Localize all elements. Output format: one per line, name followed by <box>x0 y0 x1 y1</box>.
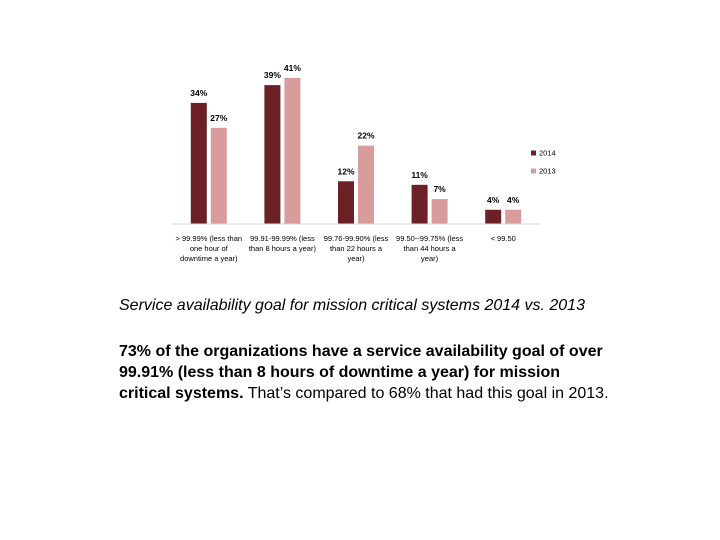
value-label-2013-0: 27% <box>210 113 227 123</box>
legend-swatch-2014 <box>531 150 536 156</box>
summary-paragraph: 73% of the organizations have a service … <box>119 341 609 404</box>
bar-2013-3 <box>431 199 448 224</box>
category-label-1-line-0: 99.91-99.99% (less <box>250 234 315 243</box>
category-label-3-line-0: 99.50--99.75% (less <box>396 234 463 243</box>
category-label-1-line-1: than 8 hours a year) <box>249 244 317 253</box>
value-label-2014-1: 39% <box>264 70 281 80</box>
category-label-2-line-2: year) <box>347 254 365 263</box>
bar-2014-0 <box>190 102 207 224</box>
bar-2014-4 <box>485 209 502 224</box>
bar-2013-2 <box>358 145 374 224</box>
value-label-2014-3: 11% <box>411 170 428 180</box>
value-labels-group: 34% 27% 39%41% 12% 22% 11% 7% 4% 4% <box>190 63 519 205</box>
value-label-2014-2: 12% <box>337 166 354 176</box>
chart-caption: Service availability goal for mission cr… <box>119 297 585 314</box>
value-label-2013-4: 4% <box>507 195 520 205</box>
value-label-2014-4: 4% <box>487 195 500 205</box>
summary-normal-text: That’s compared to 68% that had this goa… <box>243 385 609 402</box>
bar-2014-2 <box>338 181 354 224</box>
legend: 2014 2013 <box>531 149 556 176</box>
bar-2013-0 <box>210 127 227 224</box>
category-label-2-line-0: 99.76-99.90% (less <box>324 234 389 243</box>
bar-2014-3 <box>411 184 428 224</box>
category-label-0-line-1: one hour of <box>190 244 229 253</box>
category-label-3-line-1: than 44 hours a <box>404 244 457 253</box>
category-label-2-line-1: than 22 hours a <box>330 244 383 253</box>
bar-2014-1 <box>264 85 281 224</box>
bar-2013-4 <box>505 209 522 224</box>
category-label-0-line-0: > 99.99% (less than <box>176 234 243 243</box>
value-label-2014-0: 34% <box>190 88 207 98</box>
bar-chart: 34% 27% 39%41% 12% 22% 11% 7% 4% 4% > 99.99% (le… <box>172 63 556 263</box>
value-label-2013-1: 41% <box>284 63 301 73</box>
legend-swatch-2013 <box>531 168 536 174</box>
legend-label-2013: 2013 <box>539 167 556 176</box>
summary-bold-text: 73% of the organizations have a service … <box>119 343 603 402</box>
bars-group <box>190 78 522 224</box>
value-label-2013-2: 22% <box>357 131 374 141</box>
category-label-4-line-0: < 99.50 <box>491 234 516 243</box>
category-label-3-line-2: year) <box>421 254 439 263</box>
category-label-0-line-2: downtime a year) <box>180 254 238 263</box>
value-label-2013-3: 7% <box>433 184 446 194</box>
legend-label-2014: 2014 <box>539 149 556 158</box>
bar-2013-1 <box>284 78 301 224</box>
